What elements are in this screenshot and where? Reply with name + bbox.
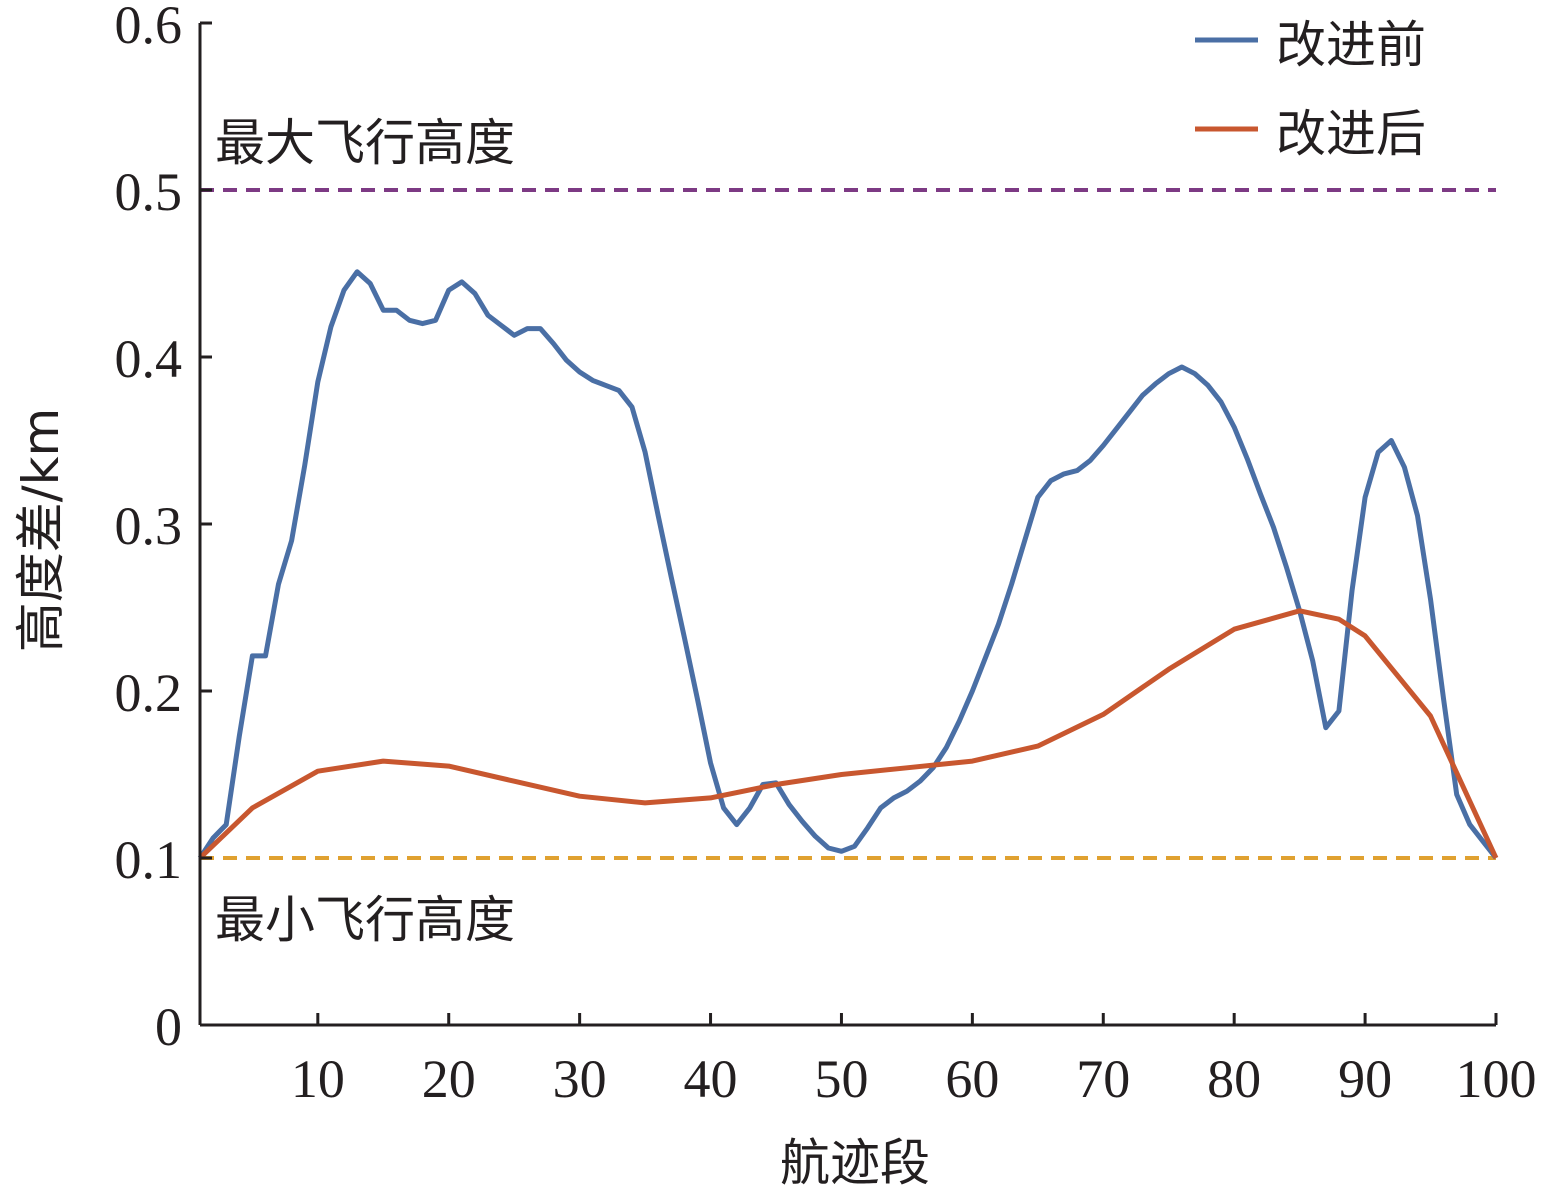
axis-ticks xyxy=(200,21,1498,1027)
series-line-before-improvement xyxy=(197,269,1498,860)
x-tick-label: 40 xyxy=(684,1049,738,1109)
y-tick-label: 0.2 xyxy=(115,663,183,723)
y-tick-label: 0.4 xyxy=(115,329,183,389)
y-tick-label: 0 xyxy=(155,997,182,1057)
series-line-after-improvement xyxy=(198,608,1499,860)
y-tick-label: 0.3 xyxy=(115,496,183,556)
x-tick-label: 80 xyxy=(1207,1049,1261,1109)
x-tick-label: 20 xyxy=(422,1049,476,1109)
y-tick-label: 0.6 xyxy=(115,0,183,55)
y-axis-title: 高度差/km xyxy=(12,408,70,653)
x-tick-label: 90 xyxy=(1338,1049,1392,1109)
legend-label-after: 改进后 xyxy=(1276,105,1426,163)
x-tick-label: 70 xyxy=(1076,1049,1130,1109)
max-altitude-label: 最大飞行高度 xyxy=(215,114,515,172)
x-tick-label: 30 xyxy=(553,1049,607,1109)
legend: 改进前 改进后 xyxy=(1195,16,1426,163)
y-tick-label: 0.5 xyxy=(115,162,183,222)
y-tick-label: 0.1 xyxy=(115,830,183,890)
min-altitude-label: 最小飞行高度 xyxy=(215,891,515,949)
x-tick-label: 10 xyxy=(291,1049,345,1109)
x-tick-label: 50 xyxy=(814,1049,868,1109)
legend-label-before: 改进前 xyxy=(1276,16,1426,74)
x-tick-label: 60 xyxy=(945,1049,999,1109)
x-tick-label: 100 xyxy=(1456,1049,1537,1109)
x-axis-title: 航迹段 xyxy=(780,1134,930,1192)
axis-tick-labels: 10 20 30 40 50 60 70 80 90 100 0 0.1 0.2 0.3 0.4 0.5 0.6 xyxy=(115,0,1537,1109)
